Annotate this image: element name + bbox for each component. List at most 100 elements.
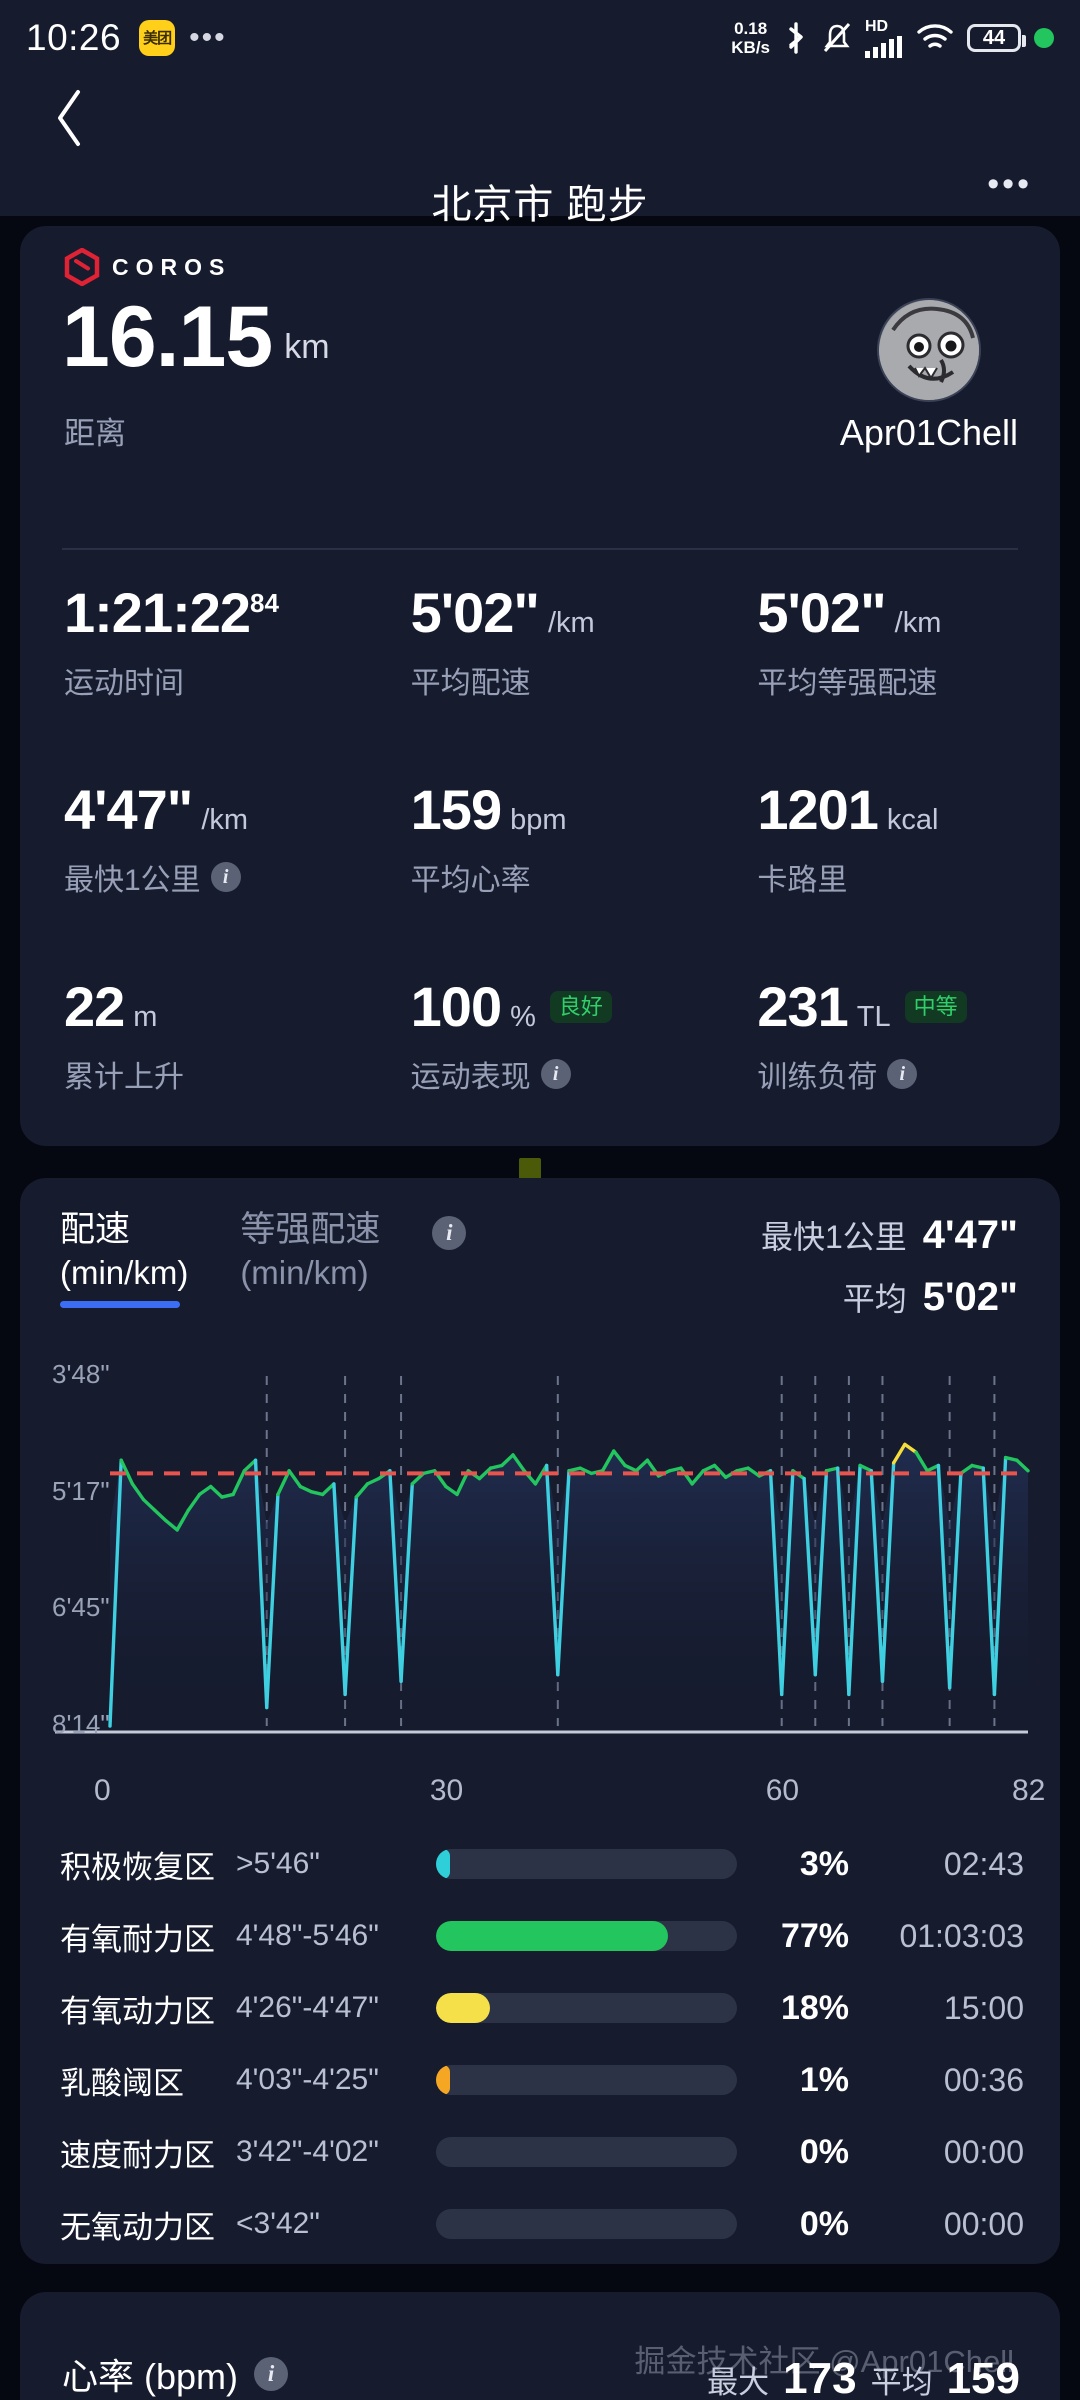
chart-line-segment: [925, 1463, 941, 1473]
chart-area-fill: [110, 1444, 1028, 1726]
status-time: 10:26: [26, 17, 122, 58]
chart-line-segment: [712, 1463, 728, 1480]
stat-label: 平均配速: [410, 667, 531, 700]
hd-signal-group: HD: [865, 17, 903, 58]
heart-rate-info-icon[interactable]: i: [254, 2357, 289, 2391]
chart-line-segment: [780, 1469, 795, 1697]
stat-value-row: 5'02"/km: [757, 578, 1060, 648]
info-icon: i: [432, 1216, 467, 1250]
status-overflow-icon: •••: [189, 21, 227, 54]
user-block[interactable]: Apr01Chell: [840, 298, 1018, 454]
stat-label: 最快1公里: [64, 864, 201, 897]
hd-icon: HD: [865, 17, 889, 35]
stat-label-row: 平均等强配速: [757, 658, 1060, 702]
coros-wordmark: COROS: [112, 253, 232, 280]
info-icon[interactable]: i: [887, 1059, 918, 1089]
pace-chart-svg: [55, 1376, 1030, 1734]
chart-line-segment: [612, 1449, 627, 1468]
zone-range: >5'46": [236, 1847, 320, 1880]
graded-pace-info-icon[interactable]: i: [432, 1216, 467, 1250]
stat-cell: 231 TL 中等 训练负荷 i: [713, 972, 1060, 1169]
stat-unit: kcal: [886, 804, 939, 836]
stat-label: 平均等强配速: [757, 667, 938, 700]
chart-line-segment: [701, 1463, 717, 1473]
bluetooth-icon: [789, 22, 803, 54]
zone-time: 02:43: [943, 1845, 1024, 1882]
chart-line-segment: [287, 1469, 303, 1489]
chart-line-segment: [399, 1482, 414, 1683]
stat-cell: 1:21:22 84 运动时间: [20, 578, 367, 775]
zone-row: 乳酸阈区 4'03"-4'25" 1% 00:36: [20, 2044, 1060, 2116]
chart-line-segment: [298, 1484, 314, 1494]
avg-pace-label: 平均: [842, 1281, 907, 1317]
stat-unit: /km: [894, 607, 942, 639]
info-icon[interactable]: i: [540, 1059, 571, 1089]
zone-row: 速度耐力区 3'42"-4'02" 0% 00:00: [20, 2116, 1060, 2188]
y-tick-label: 3'48": [52, 1359, 110, 1389]
stat-label: 运动时间: [64, 667, 184, 700]
chart-line-segment: [186, 1492, 202, 1512]
stat-value: 1:21:22: [64, 581, 251, 644]
chart-line-segment: [869, 1469, 885, 1683]
coros-brand: COROS: [64, 248, 231, 286]
chart-line-segment: [947, 1471, 963, 1690]
chart-line-segment: [768, 1469, 784, 1697]
zone-percent: 0%: [799, 2204, 849, 2243]
stat-value: 4'47": [64, 778, 193, 841]
chart-line-segment: [858, 1463, 873, 1473]
distance-unit: km: [284, 328, 330, 367]
stat-value-row: 4'47"/km: [64, 775, 367, 845]
stat-label: 训练负荷: [757, 1061, 878, 1094]
avatar[interactable]: [876, 298, 981, 402]
distance-label: 距离: [64, 416, 126, 451]
stat-value-row: 231 TL 中等: [757, 972, 1060, 1042]
chart-line-segment: [321, 1482, 336, 1497]
zone-time: 01:03:03: [899, 1917, 1024, 1954]
pace-chart[interactable]: 3'48" 5'17" 6'45" 8'14" 0 30 60 82: [20, 1359, 1060, 1807]
hr-avg-value: 159: [946, 2354, 1020, 2400]
watermark: 掘金技术社区 @Apr01Chell: [634, 2344, 1014, 2379]
heart-rate-summary: 最大 173 平均 159: [707, 2354, 1020, 2400]
zone-percent: 1%: [799, 2060, 849, 2099]
chart-line-segment: [970, 1463, 985, 1470]
stat-value-row: 159 bpm: [411, 775, 714, 845]
mute-icon: [823, 23, 851, 52]
chart-line-segment: [835, 1466, 851, 1697]
chart-line-segment: [421, 1469, 437, 1476]
stat-cell: 159 bpm 平均心率: [367, 775, 714, 972]
chart-line-segment: [824, 1466, 840, 1473]
stat-label-row: 卡路里: [757, 855, 1060, 899]
pace-tabs: 配速 (min/km) 等强配速 (min/km) i: [60, 1208, 467, 1308]
chart-line-segment: [847, 1463, 862, 1697]
chart-line-segment: [533, 1463, 549, 1486]
stat-badge: 良好: [549, 991, 612, 1023]
chart-line-segment: [880, 1461, 896, 1683]
zone-row: 无氧动力区 <3'42" 0% 00:00: [20, 2188, 1060, 2260]
stat-value: 100: [410, 975, 502, 1038]
zone-bar-fill: [436, 1993, 491, 2023]
tab-graded-pace[interactable]: 等强配速 (min/km): [240, 1208, 380, 1293]
status-right-cluster: 0.18 KB/s HD: [731, 17, 1054, 58]
chart-line-segment: [130, 1482, 146, 1502]
tab-pace[interactable]: 配速 (min/km): [60, 1208, 188, 1308]
stat-cell: 22 m 累计上升: [20, 972, 367, 1169]
x-tick-label: 82: [1012, 1774, 1046, 1807]
stat-value-row: 1:21:22 84: [64, 578, 367, 648]
more-options-icon[interactable]: •••: [987, 165, 1032, 203]
stat-value-row: 100% 良好: [411, 972, 714, 1042]
stat-label-row: 平均心率: [411, 855, 714, 899]
fastest-km-row: 最快1公里 4'47": [761, 1212, 1018, 1258]
avg-pace-row: 平均 5'02": [761, 1274, 1018, 1320]
stat-unit: bpm: [510, 804, 567, 836]
stat-value: 159: [410, 778, 502, 841]
chart-line-segment: [309, 1490, 325, 1497]
chart-line-segment: [903, 1442, 918, 1455]
hr-avg-label: 平均: [870, 2365, 933, 2400]
stat-cell: 100% 良好 运动表现 i: [367, 972, 714, 1169]
stat-label: 运动表现: [410, 1061, 531, 1094]
chart-line-segment: [600, 1449, 616, 1473]
stat-label: 卡路里: [757, 864, 848, 897]
info-icon[interactable]: i: [210, 862, 241, 892]
back-button[interactable]: [48, 86, 94, 150]
